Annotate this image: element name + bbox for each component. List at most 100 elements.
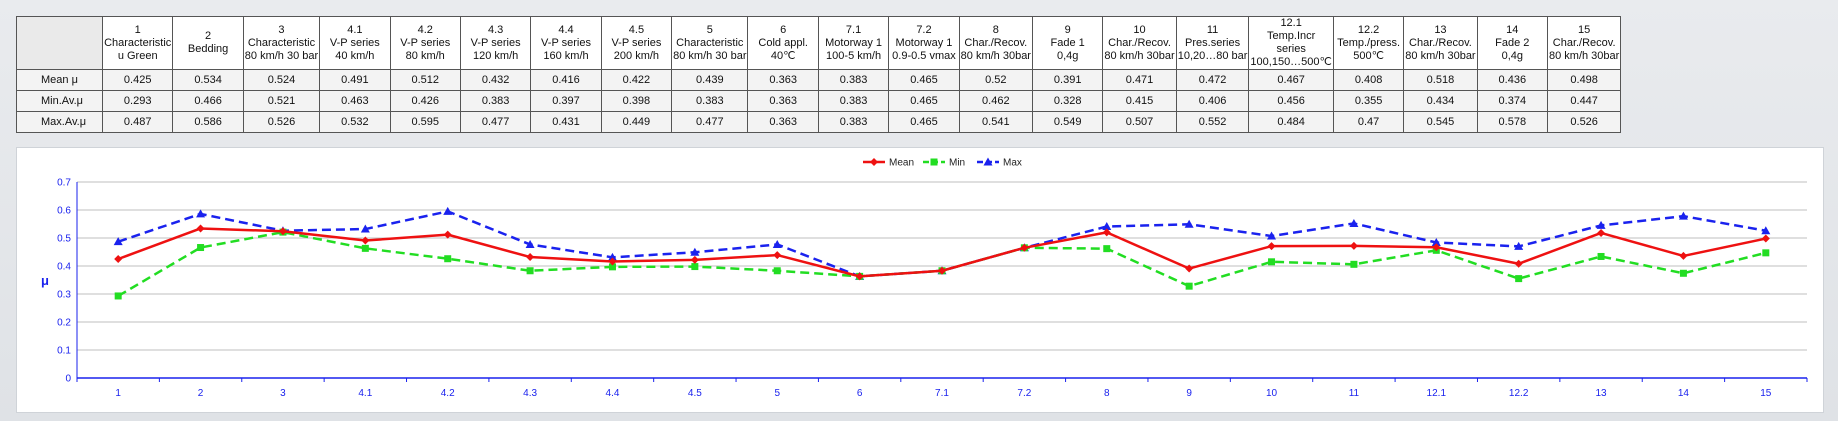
column-label-line: 80 km/h 30 bar [673,49,747,62]
column-header: 4.1 V-P series 40 km/h [319,16,391,70]
column-label-line: Motorway 1 [825,36,882,49]
column-number: 4.1 [347,23,363,36]
column-label-line: V-P series [541,36,591,49]
data-point-mean [773,251,782,260]
column-label-line: 160 km/h [543,49,589,62]
column-number: 5 [706,23,713,36]
column-label-line: Pres.series [1185,36,1241,49]
friction-line-chart: 0 0.1 0.2 0.3 0.4 0.5 0.6 0.7 1 2 3 4.1 4.2 4.3 4.4 4.5… [41,157,1808,399]
column-number: 7.2 [916,23,932,36]
data-point-max [1761,226,1771,235]
table-corner-cell [16,16,103,70]
data-point-max [607,252,617,261]
column-number: 8 [992,23,999,36]
x-tick-label: 15 [1760,388,1772,399]
column-header: 1 Characteristic u Green [101,16,174,70]
table-cell: 0.363 [747,69,819,91]
column-label-line: Char./Recov. [1552,36,1616,49]
column-number: 1 [134,23,141,36]
column-label-line: V-P series [329,36,380,49]
data-point-mean [1267,242,1276,251]
data-point-max [1267,231,1277,240]
y-tick-label: 0.6 [57,206,71,217]
x-tick-label: 11 [1349,388,1360,399]
table-cell: 0.374 [1476,90,1549,112]
legend-marker-min [930,158,938,166]
x-tick-label: 9 [1186,388,1192,399]
table-cell: 0.383 [817,111,890,133]
x-tick-label: 1 [115,388,121,399]
table-cell: 0.465 [888,111,960,133]
x-tick-label: 12.1 [1427,388,1447,399]
data-point-mean [1761,234,1770,243]
table-cell: 0.545 [1403,111,1478,133]
x-tick-label: 5 [774,388,780,399]
column-number: 14 [1506,23,1519,36]
column-label-line: Motorway 1 [895,36,953,49]
column-number: 15 [1578,23,1591,36]
table-cell: 0.434 [1403,90,1478,112]
column-label-line: 0,4g [1501,49,1524,62]
table-cell: 0.397 [530,90,602,112]
column-header: 12.2 Temp./press. 500℃ [1332,16,1405,70]
table-cell: 0.383 [817,90,890,112]
table-cell: 0.383 [817,69,890,91]
column-label-line: 200 km/h [613,49,660,62]
column-header: 15 Char./Recov. 80 km/h 30bar [1546,16,1622,70]
data-point-mean [1020,243,1029,252]
legend-label: Min [949,158,965,169]
column-label-line: Temp./press. [1337,36,1401,49]
y-axis-label: μ [41,273,49,288]
table-cell: 0.552 [1175,111,1250,133]
column-label-line: 40 km/h [335,49,375,62]
table-cell: 0.293 [101,90,174,112]
column-header: 4.4 V-P series 160 km/h [530,16,602,70]
table-cell: 0.363 [747,111,819,133]
column-label-line: Temp.Incr [1267,30,1316,42]
x-tick-label: 4.5 [688,388,702,399]
column-header: 7.2 Motorway 1 0.9-0.5 vmax [888,16,960,70]
data-point-min [608,263,616,271]
x-tick-label: 3 [280,388,286,399]
data-point-max [1102,222,1112,231]
data-point-max [113,237,123,246]
table-cell: 0.471 [1102,69,1177,91]
data-point-max [196,209,206,218]
table-cell: 0.426 [389,90,461,112]
table-cell: 0.487 [101,111,174,133]
column-label-line: 80 km/h 30bar [1405,49,1476,62]
data-point-mean [1185,264,1194,273]
table-cell: 0.447 [1546,90,1622,112]
column-header: 10 Char./Recov. 80 km/h 30bar [1102,16,1177,70]
column-number: 4.3 [487,23,504,36]
column-header: 4.5 V-P series 200 km/h [600,16,673,70]
table-cell: 0.498 [1546,69,1622,91]
column-label-line: Characteristic [676,36,744,49]
column-header: 3 Characteristic 80 km/h 30 bar [242,16,321,70]
data-point-mean [526,253,535,262]
table-cell: 0.432 [459,69,532,91]
column-number: 9 [1064,23,1071,36]
column-label-line: 120 km/h [473,49,519,62]
data-point-mean [1679,251,1688,260]
column-number: 13 [1434,23,1447,36]
legend-marker-max [983,157,993,166]
data-point-mean [278,227,287,236]
column-label-line: Char./Recov. [1409,36,1472,49]
table-cell: 0.406 [1175,90,1250,112]
table-cell: 0.47 [1332,111,1405,133]
table-row: Min.Av.μ 0.293 0.466 0.521 0.463 0.426 0.383 0.… [16,90,1622,112]
table-cell: 0.586 [172,111,244,133]
x-tick-label: 7.2 [1017,388,1031,399]
table-cell: 0.425 [101,69,174,91]
data-point-mean [608,257,617,266]
x-tick-label: 4.2 [441,388,455,399]
table-cell: 0.595 [389,111,461,133]
data-point-max [1596,220,1606,229]
column-header: 4.3 V-P series 120 km/h [459,16,532,70]
table-cell: 0.383 [459,90,532,112]
table-cell: 0.507 [1102,111,1177,133]
data-point-min [1268,258,1276,266]
table-cell: 0.526 [242,111,321,133]
column-label-line: V-P series [400,36,451,49]
